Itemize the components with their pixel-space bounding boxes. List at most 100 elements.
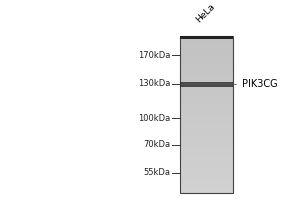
Bar: [180, 146, 233, 147]
Bar: [180, 191, 233, 192]
Bar: [180, 136, 233, 137]
Bar: [180, 188, 233, 189]
Text: 100kDa: 100kDa: [139, 114, 171, 123]
Bar: [180, 78, 233, 79]
Bar: [180, 98, 233, 99]
Bar: [180, 187, 233, 188]
Bar: [180, 39, 233, 40]
Bar: [180, 38, 233, 39]
Text: PIK3CG: PIK3CG: [242, 79, 278, 89]
Bar: [180, 104, 233, 105]
Bar: [180, 97, 233, 98]
Bar: [180, 112, 233, 113]
Bar: [180, 49, 233, 50]
Bar: [180, 64, 233, 65]
Bar: [180, 129, 233, 130]
Bar: [180, 181, 233, 182]
Bar: [180, 133, 233, 134]
Bar: [180, 114, 233, 115]
Bar: [180, 105, 233, 106]
Bar: [180, 52, 233, 53]
Text: 70kDa: 70kDa: [144, 140, 171, 149]
Bar: [180, 131, 233, 132]
Bar: [180, 134, 233, 135]
Bar: [180, 68, 233, 69]
Bar: [180, 58, 233, 59]
Bar: [180, 74, 233, 75]
Bar: [180, 46, 233, 47]
Bar: [180, 123, 233, 124]
Bar: [180, 113, 233, 114]
Bar: [180, 192, 233, 193]
Bar: [180, 63, 233, 64]
Bar: [180, 81, 233, 82]
Bar: [180, 96, 233, 97]
Bar: [180, 151, 233, 152]
Bar: [180, 99, 233, 100]
Text: HeLa: HeLa: [194, 2, 216, 24]
Bar: [180, 128, 233, 129]
Bar: [180, 93, 233, 94]
Bar: [180, 132, 233, 133]
Bar: [181, 83, 232, 85]
Bar: [180, 84, 233, 85]
Bar: [180, 160, 233, 161]
Bar: [180, 56, 233, 57]
Bar: [180, 155, 233, 156]
Bar: [180, 148, 233, 149]
Bar: [180, 152, 233, 153]
Bar: [180, 159, 233, 160]
Bar: [180, 178, 233, 179]
Bar: [180, 182, 233, 183]
Bar: [180, 70, 233, 71]
Bar: [180, 183, 233, 184]
Bar: [180, 103, 233, 104]
Bar: [180, 55, 233, 56]
Bar: [180, 37, 233, 38]
Bar: [180, 79, 233, 80]
Bar: [180, 150, 233, 151]
Bar: [180, 36, 233, 39]
Bar: [180, 149, 233, 150]
Bar: [180, 40, 233, 41]
Bar: [180, 45, 233, 46]
Bar: [180, 144, 233, 145]
Text: 170kDa: 170kDa: [138, 51, 171, 60]
Bar: [180, 72, 233, 73]
Bar: [180, 173, 233, 174]
Bar: [180, 107, 233, 108]
Bar: [180, 172, 233, 173]
Bar: [180, 66, 233, 67]
Bar: [180, 142, 233, 143]
Bar: [180, 185, 233, 186]
Bar: [180, 89, 233, 90]
Bar: [180, 44, 233, 45]
Bar: [180, 77, 233, 78]
Bar: [180, 75, 233, 76]
Bar: [180, 65, 233, 66]
Bar: [180, 170, 233, 171]
Bar: [180, 95, 233, 96]
Bar: [180, 91, 233, 92]
Bar: [180, 122, 233, 123]
Bar: [180, 116, 233, 117]
Bar: [180, 145, 233, 146]
Bar: [180, 59, 233, 60]
Bar: [180, 125, 233, 126]
Bar: [180, 189, 233, 190]
Bar: [180, 115, 233, 116]
Bar: [180, 87, 233, 88]
Bar: [180, 164, 233, 165]
Bar: [180, 174, 233, 175]
Text: 130kDa: 130kDa: [138, 79, 171, 88]
Bar: [180, 176, 233, 177]
Bar: [180, 36, 233, 37]
Bar: [180, 42, 233, 43]
Bar: [180, 111, 233, 112]
Bar: [180, 177, 233, 178]
Bar: [180, 118, 233, 119]
Bar: [180, 57, 233, 58]
Bar: [180, 92, 233, 93]
Bar: [180, 179, 233, 180]
Bar: [180, 167, 233, 168]
